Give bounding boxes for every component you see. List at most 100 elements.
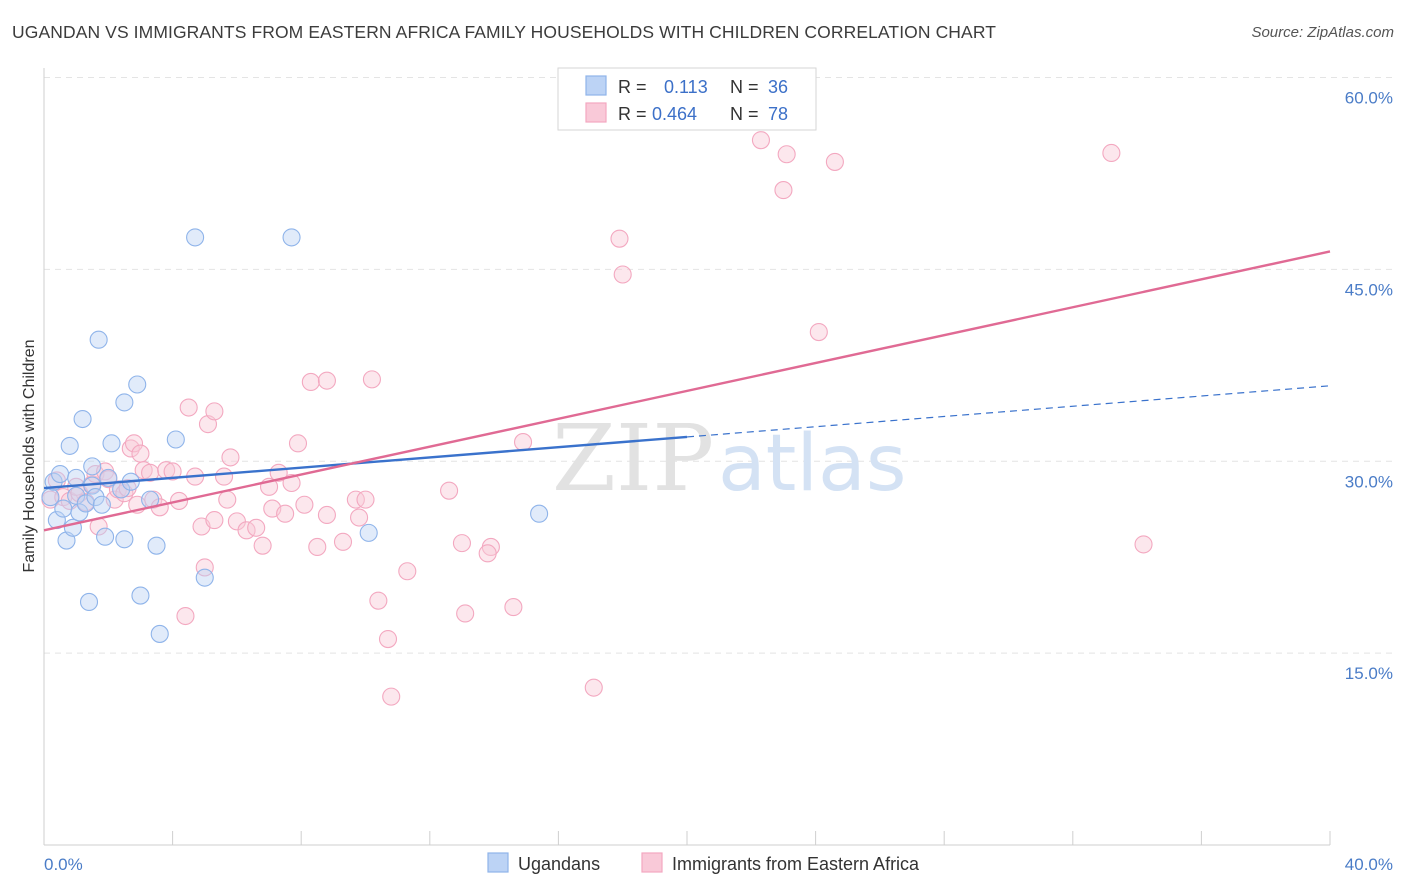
data-point-immigrants [362, 370, 381, 389]
data-point-immigrants [456, 604, 475, 623]
data-point-immigrants [369, 591, 388, 610]
bottom-legend-swatch-immigrants [641, 852, 663, 873]
legend-r-value-immigrants: 0.464 [652, 104, 697, 124]
data-point-immigrants [398, 562, 417, 581]
data-point-immigrants [205, 511, 224, 530]
data-point-immigrants [452, 534, 472, 553]
data-point-immigrants [1134, 535, 1153, 554]
legend-swatch-immigrants [585, 102, 607, 123]
legend-r-value-ugandans: 0.113 [664, 77, 708, 97]
trendline-immigrants [43, 250, 1331, 532]
data-point-ugandans [195, 568, 214, 587]
data-point-immigrants [774, 181, 793, 200]
data-point-ugandans [83, 457, 102, 476]
legend-r-label-ugandans: R = [618, 77, 647, 97]
legend-n-label-immigrants: N = [730, 104, 759, 124]
data-point-immigrants [131, 444, 150, 463]
data-point-immigrants [356, 490, 375, 509]
data-point-immigrants [584, 678, 603, 697]
legend-r-label-immigrants: R = [618, 104, 647, 124]
legend-swatch-ugandans [585, 75, 607, 96]
data-point-immigrants [346, 490, 365, 509]
data-point-immigrants [333, 532, 353, 551]
x-tick-marks [43, 831, 1331, 845]
data-point-immigrants [382, 687, 401, 706]
data-point-immigrants [214, 467, 234, 486]
watermark-zip: ZIP [552, 405, 714, 512]
data-point-immigrants [825, 152, 844, 171]
data-point-immigrants [205, 402, 224, 421]
data-point-immigrants [350, 508, 369, 527]
data-point-immigrants [163, 462, 182, 481]
data-point-ugandans [530, 504, 549, 523]
data-point-ugandans [96, 527, 115, 546]
series-immigrants-points [41, 131, 1153, 706]
data-point-ugandans [86, 488, 105, 507]
data-point-immigrants [1102, 143, 1121, 163]
data-point-ugandans [282, 228, 301, 247]
data-point-ugandans [115, 530, 134, 549]
data-point-immigrants [301, 372, 320, 391]
data-point-ugandans [92, 495, 111, 514]
y-tick-label: 15.0% [1345, 664, 1393, 683]
data-point-ugandans [131, 586, 150, 605]
data-point-immigrants [504, 598, 523, 617]
y-tick-labels: 15.0% 30.0% 45.0% 60.0% [1345, 89, 1393, 684]
data-point-immigrants [308, 537, 327, 557]
series-legend: Ugandans Immigrants from Eastern Africa [487, 852, 920, 874]
data-point-ugandans [51, 464, 70, 484]
x-tick-label-min: 0.0% [44, 855, 83, 874]
y-axis-title: Family Households with Children [21, 340, 38, 573]
data-point-immigrants [221, 448, 240, 467]
data-point-immigrants [195, 558, 214, 577]
data-point-immigrants [253, 536, 272, 555]
trendline-ugandans-extension [686, 385, 1331, 438]
data-point-ugandans [115, 393, 134, 412]
data-point-ugandans [54, 499, 73, 518]
chart-title: UGANDAN VS IMMIGRANTS FROM EASTERN AFRIC… [12, 22, 997, 42]
data-point-immigrants [809, 323, 828, 342]
data-point-ugandans [67, 468, 86, 487]
data-point-ugandans [60, 436, 79, 455]
y-tick-label: 60.0% [1345, 89, 1393, 108]
data-point-immigrants [478, 544, 497, 563]
trendline-ugandans [43, 435, 688, 490]
data-point-ugandans [359, 523, 378, 542]
data-point-immigrants [121, 439, 140, 458]
data-point-ugandans [89, 330, 108, 349]
data-point-immigrants [610, 229, 629, 248]
source-label: Source: ZipAtlas.com [1251, 24, 1394, 41]
bottom-legend-label-ugandans: Ugandans [518, 854, 600, 874]
y-tick-label: 30.0% [1345, 472, 1393, 491]
x-tick-label-max: 40.0% [1345, 855, 1393, 874]
data-point-ugandans [70, 503, 89, 522]
data-point-ugandans [76, 494, 95, 513]
data-point-ugandans [166, 430, 185, 449]
legend-n-value-ugandans: 36 [768, 77, 788, 97]
data-point-immigrants [247, 518, 266, 537]
data-point-ugandans [150, 624, 169, 643]
watermark-atlas: atlas [718, 419, 907, 509]
legend-n-label-ugandans: N = [730, 77, 759, 97]
data-point-immigrants [751, 131, 770, 150]
data-point-immigrants [276, 504, 295, 523]
data-point-ugandans [186, 228, 205, 247]
data-point-ugandans [79, 592, 99, 612]
data-point-immigrants [295, 495, 314, 514]
data-point-immigrants [378, 630, 398, 649]
y-tick-label: 45.0% [1345, 280, 1393, 299]
data-point-immigrants [124, 434, 144, 453]
data-point-immigrants [317, 371, 336, 390]
bottom-legend-label-immigrants: Immigrants from Eastern Africa [672, 854, 920, 874]
data-point-ugandans [147, 536, 166, 555]
data-point-ugandans [102, 434, 121, 453]
data-point-immigrants [218, 490, 237, 509]
gridlines [44, 77, 1393, 654]
data-point-immigrants [777, 145, 796, 164]
bottom-legend-swatch-ugandans [487, 852, 509, 873]
series-ugandans-points [41, 228, 549, 643]
data-point-immigrants [179, 398, 198, 417]
data-point-immigrants [440, 481, 459, 500]
trendlines [43, 250, 1331, 532]
data-point-ugandans [128, 375, 147, 394]
